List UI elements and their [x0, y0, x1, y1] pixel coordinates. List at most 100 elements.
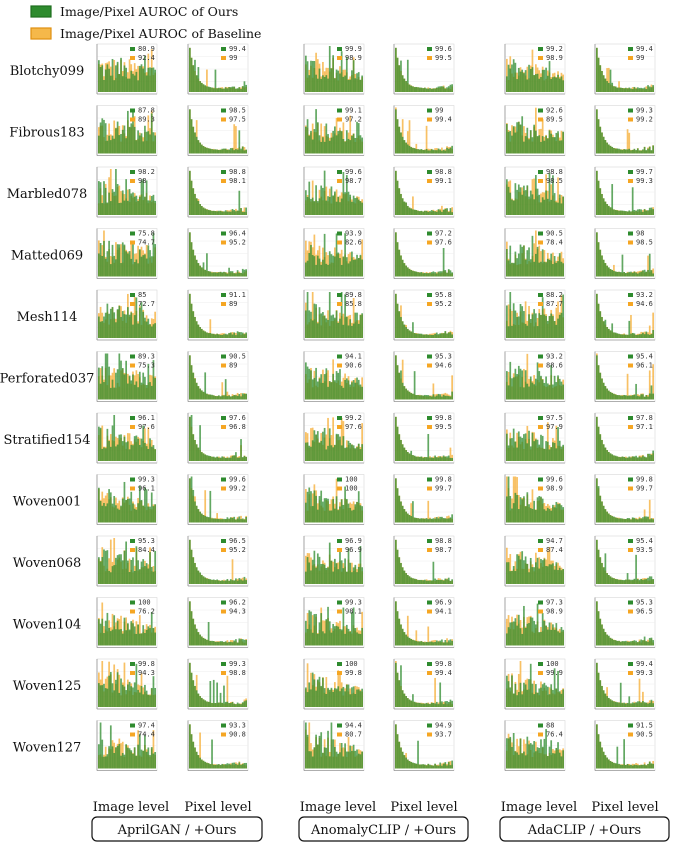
- histogram-bar: [597, 611, 600, 646]
- histogram-bar: [613, 516, 615, 523]
- histogram-bar: [446, 395, 448, 400]
- histogram-bar: [351, 70, 353, 92]
- histogram-bar: [135, 621, 138, 646]
- value-baseline: 97.6: [345, 423, 362, 431]
- histogram-bar: [351, 444, 353, 461]
- histogram-bar: [340, 385, 343, 400]
- histogram-bar: [113, 415, 116, 461]
- histogram-bar: [533, 261, 535, 277]
- value-swatch-ours: [221, 108, 226, 113]
- histogram-bar: [128, 314, 131, 338]
- histogram-bar: [636, 273, 639, 277]
- histogram-bar: [98, 181, 100, 215]
- histogram-bar: [560, 203, 563, 215]
- histogram-bar: [138, 249, 141, 277]
- histogram-bar: [424, 334, 426, 338]
- histogram-bar: [345, 378, 348, 400]
- histogram-bar: [548, 622, 551, 646]
- value-swatch-ours: [221, 416, 226, 420]
- histogram-bar: [154, 449, 156, 461]
- histogram-bar: [523, 434, 525, 461]
- histogram-bar: [512, 377, 515, 400]
- value-swatch-baseline: [130, 117, 135, 122]
- histogram-bar: [516, 554, 518, 584]
- histogram-bar: [310, 446, 312, 461]
- histogram-bar: [212, 210, 215, 215]
- histogram-bar: [337, 510, 340, 523]
- histogram-bar: [415, 395, 418, 400]
- histogram-bar: [621, 395, 624, 400]
- histogram-bar: [441, 457, 443, 461]
- histogram-bar: [334, 558, 336, 584]
- histogram-bar: [596, 170, 598, 215]
- histogram-bar: [150, 113, 153, 154]
- histogram-bar: [152, 132, 155, 154]
- histogram-bar: [109, 201, 112, 215]
- histogram-bar: [103, 549, 105, 584]
- value-swatch-baseline: [337, 302, 342, 306]
- histogram-bar: [323, 498, 326, 523]
- histogram-bar: [400, 193, 402, 215]
- histogram-bar: [606, 327, 608, 338]
- histogram-bar: [308, 445, 311, 461]
- histogram-bar: [417, 149, 419, 154]
- histogram-bar: [602, 505, 605, 523]
- histogram-bar: [524, 259, 527, 277]
- histogram-bar: [557, 504, 559, 523]
- histogram-bar: [340, 51, 343, 92]
- histogram-bar: [149, 552, 151, 584]
- histogram-bar: [308, 682, 311, 707]
- histogram-bar: [361, 627, 363, 646]
- value-ours: 97.2: [435, 230, 452, 238]
- histogram-bar: [533, 620, 535, 646]
- histogram-bar: [415, 641, 418, 646]
- histogram-bar: [535, 130, 537, 154]
- histogram-bar: [444, 395, 447, 400]
- histogram-bar: [623, 641, 625, 646]
- histogram-bar: [607, 328, 610, 338]
- histogram-bar: [555, 324, 558, 338]
- histogram-bar: [424, 642, 426, 646]
- histogram-bar: [619, 641, 622, 646]
- histogram-bar: [345, 624, 348, 646]
- value-baseline: 94.1: [435, 608, 452, 616]
- histogram-bar: [192, 680, 195, 707]
- histogram-bar: [523, 245, 525, 277]
- histogram-bar: [106, 550, 109, 584]
- histogram-bar: [104, 448, 107, 461]
- histogram-bar: [424, 579, 426, 584]
- histogram-bar: [613, 455, 615, 461]
- histogram-bar: [189, 232, 191, 277]
- histogram-bar: [104, 258, 107, 277]
- panel: 99.899.7: [594, 474, 656, 525]
- histogram-bar: [540, 314, 542, 338]
- histogram-bar: [616, 210, 619, 215]
- value-swatch-ours: [538, 293, 543, 297]
- histogram-bar: [616, 579, 619, 584]
- histogram-bar: [204, 147, 207, 154]
- histogram-bar: [517, 316, 520, 338]
- histogram-bar: [545, 67, 547, 92]
- histogram-bar: [200, 205, 203, 215]
- histogram-bar: [614, 517, 617, 523]
- histogram-bar: [607, 452, 610, 461]
- histogram-bar: [149, 695, 151, 707]
- histogram-bar: [315, 264, 317, 277]
- value-swatch-ours: [427, 477, 432, 482]
- histogram-bar: [403, 632, 406, 646]
- histogram-bar: [352, 567, 355, 584]
- histogram-bar: [447, 212, 450, 215]
- value-swatch-baseline: [130, 671, 135, 675]
- histogram-bar: [127, 383, 129, 400]
- row-label: Woven104: [13, 618, 82, 633]
- histogram-bar: [616, 148, 619, 154]
- histogram-bar: [444, 208, 447, 215]
- histogram-bar: [442, 642, 445, 646]
- histogram-bar: [138, 485, 141, 523]
- value-swatch-baseline: [427, 363, 432, 368]
- histogram-bar: [330, 315, 333, 338]
- histogram-bar: [197, 140, 200, 154]
- histogram-bar: [425, 210, 428, 215]
- histogram-bar: [344, 379, 346, 400]
- histogram-bar: [133, 126, 136, 154]
